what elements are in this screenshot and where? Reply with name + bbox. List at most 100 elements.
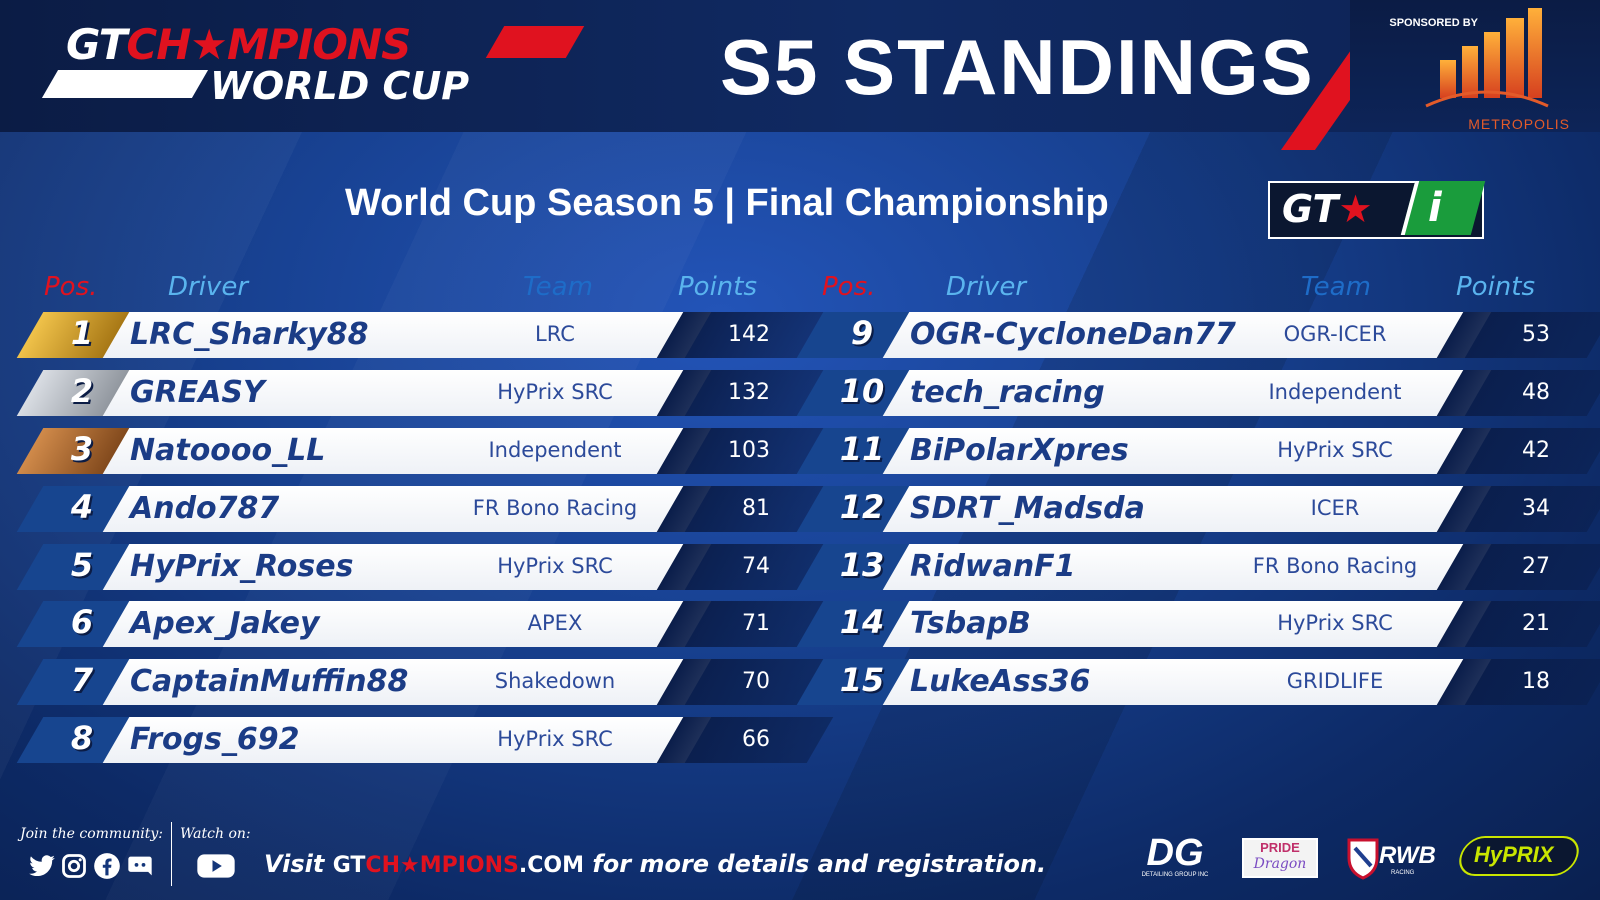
standings-row: 8 Frogs_692 HyPrix SRC 66 xyxy=(16,717,834,763)
discord-icon[interactable] xyxy=(126,852,154,880)
position-number: 2 xyxy=(70,372,94,410)
col-header-driver-left: Driver xyxy=(168,272,249,302)
logo-world-cup-text: WORLD CUP xyxy=(210,64,470,108)
metropolis-name: METROPOLIS xyxy=(1468,116,1570,132)
footer-divider xyxy=(171,822,172,886)
standings-row: 9 OGR-CycloneDan77 OGR-ICER 53 xyxy=(796,312,1600,358)
dg-logo-sub: DETAILING GROUP INC xyxy=(1141,872,1209,878)
driver-name: GREASY xyxy=(130,375,265,410)
rwb-logo-main: RWB xyxy=(1379,842,1436,869)
team-name: FR Bono Racing xyxy=(1252,554,1418,578)
standings-row: 13 RidwanF1 FR Bono Racing 27 xyxy=(796,544,1600,590)
points-value: 81 xyxy=(742,496,770,521)
points-value: 27 xyxy=(1522,554,1550,579)
team-name: GRIDLIFE xyxy=(1286,669,1384,693)
position-number: 6 xyxy=(70,603,94,641)
standings-row: 12 SDRT_Madsda ICER 34 xyxy=(796,486,1600,532)
position-number: 15 xyxy=(839,661,885,699)
team-name: Independent xyxy=(1268,380,1402,404)
badge-i-text: i xyxy=(1428,185,1442,231)
pride-logo-sub: Dragon xyxy=(1253,856,1307,872)
driver-name: LRC_Sharky88 xyxy=(130,317,369,352)
col-header-team-right: Team xyxy=(1301,272,1371,302)
points-value: 70 xyxy=(742,669,770,694)
gt-champions-world-cup-logo: GTCH★MPIONS WORLD CUP xyxy=(40,20,585,110)
driver-name: CaptainMuffin88 xyxy=(130,664,409,699)
badge-gt-text: GT★ xyxy=(1282,187,1373,231)
dg-logo-main: DG xyxy=(1146,832,1204,874)
position-number: 12 xyxy=(839,488,885,526)
points-value: 48 xyxy=(1522,380,1550,405)
position-number: 11 xyxy=(839,430,885,468)
driver-name: OGR-CycloneDan77 xyxy=(910,317,1236,352)
driver-name: tech_racing xyxy=(910,375,1105,410)
logo-white-bar xyxy=(41,70,209,98)
col-header-driver-right: Driver xyxy=(946,272,1027,302)
standings-row: 7 CaptainMuffin88 Shakedown 70 xyxy=(16,659,834,705)
team-name: OGR-ICER xyxy=(1283,322,1387,346)
cta-tail: for more details and registration. xyxy=(592,850,1047,878)
position-number: 7 xyxy=(70,661,94,699)
team-name: HyPrix SRC xyxy=(1277,438,1393,462)
col-header-points-left: Points xyxy=(678,272,758,302)
team-name: ICER xyxy=(1310,496,1360,520)
driver-name: Apex_Jakey xyxy=(130,606,320,641)
standings-row: 6 Apex_Jakey APEX 71 xyxy=(16,601,834,647)
metropolis-logo-icon xyxy=(1425,8,1549,108)
position-number: 10 xyxy=(839,372,885,410)
cta-site-champions: CH★MPIONS xyxy=(365,853,519,878)
standings-row: 4 Ando787 FR Bono Racing 81 xyxy=(16,486,834,532)
driver-name: TsbapB xyxy=(910,606,1031,641)
pride-dragon-logo: PRIDE Dragon xyxy=(1242,838,1318,878)
position-number: 9 xyxy=(850,314,874,352)
points-value: 132 xyxy=(728,380,770,405)
position-number: 4 xyxy=(70,488,94,526)
driver-name: HyPrix_Roses xyxy=(130,549,354,584)
driver-name: Ando787 xyxy=(130,491,280,526)
cta-visit: Visit xyxy=(264,850,325,878)
position-number: 13 xyxy=(839,546,885,584)
standings-row: 15 LukeAss36 GRIDLIFE 18 xyxy=(796,659,1600,705)
points-value: 71 xyxy=(742,611,770,636)
gt-i-series-badge: GT★ i xyxy=(1268,181,1486,239)
position-number: 8 xyxy=(70,719,94,757)
hyprix-logo-text: HyPRIX xyxy=(1474,842,1554,867)
join-community-label: Join the community: xyxy=(20,826,163,842)
points-value: 74 xyxy=(742,554,770,579)
col-header-pos-left: Pos. xyxy=(44,272,98,302)
sponsored-by-label: SPONSORED BY xyxy=(1389,17,1478,29)
standings-row: 14 TsbapB HyPrix SRC 21 xyxy=(796,601,1600,647)
team-name: HyPrix SRC xyxy=(497,554,613,578)
standings-row: 10 tech_racing Independent 48 xyxy=(796,370,1600,416)
hyprix-logo: HyPRIX xyxy=(1454,836,1584,876)
col-header-points-right: Points xyxy=(1456,272,1536,302)
driver-name: Frogs_692 xyxy=(130,722,300,757)
team-name: APEX xyxy=(527,611,583,635)
standings-row: 3 Natoooo_LL Independent 103 xyxy=(16,428,834,474)
facebook-icon[interactable] xyxy=(93,852,121,880)
rwb-logo-sub: RACING xyxy=(1391,870,1415,876)
logo-gt-text: GT xyxy=(66,20,127,69)
standings-row: 2 GREASY HyPrix SRC 132 xyxy=(16,370,834,416)
team-name: Independent xyxy=(488,438,622,462)
points-value: 42 xyxy=(1522,438,1550,463)
position-number: 5 xyxy=(70,546,94,584)
points-value: 66 xyxy=(742,727,770,752)
pride-logo-main: PRIDE xyxy=(1260,840,1300,855)
youtube-icon[interactable] xyxy=(196,852,236,880)
badge-gt-label: GT xyxy=(1282,187,1339,231)
cta-website-link[interactable]: GTCH★MPIONS.COM xyxy=(333,853,584,878)
col-header-pos-right: Pos. xyxy=(822,272,876,302)
cta-site-gt: GT xyxy=(332,853,366,878)
col-header-team-left: Team xyxy=(523,272,593,302)
instagram-icon[interactable] xyxy=(60,852,88,880)
logo-red-slash xyxy=(485,26,585,58)
team-name: HyPrix SRC xyxy=(497,727,613,751)
detailing-group-logo: DG DETAILING GROUP INC xyxy=(1134,834,1216,882)
cta-site-suffix: .COM xyxy=(518,853,584,878)
twitter-icon[interactable] xyxy=(28,852,56,880)
driver-name: RidwanF1 xyxy=(910,549,1076,584)
standings-row: 11 BiPolarXpres HyPrix SRC 42 xyxy=(796,428,1600,474)
position-number: 1 xyxy=(70,314,94,352)
page-title: S5 STANDINGS xyxy=(720,23,1315,111)
